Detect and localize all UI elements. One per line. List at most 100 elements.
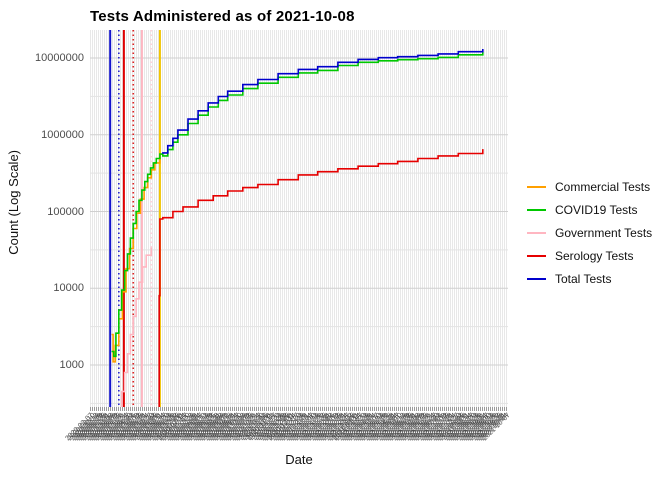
x-tick-label: 2021-05-22	[382, 412, 413, 443]
legend-label: Government Tests	[555, 225, 653, 240]
x-tick-label: 2021-07-27	[430, 412, 461, 443]
series-line-government-tests	[120, 247, 153, 407]
x-tick-label: 2020-08-10	[177, 412, 208, 443]
x-tick-label: 2021-01-10	[287, 412, 318, 443]
x-tick-label: 2020-05-30	[125, 412, 156, 443]
x-tick-label: 2020-05-27	[123, 412, 154, 443]
x-tick-label: 2021-03-20	[337, 412, 368, 443]
x-tick-label: 2021-08-02	[434, 412, 465, 443]
x-tick-label: 2020-05-03	[105, 412, 137, 443]
x-tick-label: 2020-06-29	[146, 412, 178, 443]
x-tick-label: 2021-06-18	[401, 412, 433, 443]
x-tick-label: 2021-08-26	[451, 412, 482, 443]
x-tick-label: 2020-10-15	[224, 412, 255, 443]
x-tick-label: 2020-06-11	[134, 412, 165, 442]
x-tick-label: 2021-08-17	[445, 412, 476, 443]
y-tick-label: 10000000	[35, 52, 84, 64]
x-tick-label: 2021-03-11	[330, 412, 361, 442]
x-tick-label: 2021-04-13	[354, 412, 385, 443]
x-tick-label: 2021-01-13	[289, 412, 320, 443]
x-tick-label: 2021-05-13	[376, 412, 407, 443]
legend-line-swatch	[527, 231, 546, 234]
x-tick-label: 2021-03-05	[326, 412, 357, 443]
x-tick-label: 2021-06-30	[410, 412, 441, 443]
x-tick-label: 2021-03-26	[341, 412, 372, 443]
legend-label: Total Tests	[555, 271, 612, 286]
x-tick-label: 2021-04-07	[350, 412, 381, 443]
x-tick-label: 2020-11-20	[250, 412, 281, 442]
x-tick-label: 2020-05-06	[107, 412, 139, 443]
x-tick-label: 2020-06-02	[127, 412, 158, 443]
x-tick-label: 2021-02-12	[311, 412, 342, 443]
x-tick-label: 2020-10-06	[218, 412, 249, 443]
x-tick-label: 2021-05-25	[384, 412, 415, 443]
x-tick-label: 2020-03-28	[79, 412, 111, 443]
x-tick-label: 2020-03-10	[66, 412, 98, 443]
x-tick-label: 2021-07-30	[432, 412, 463, 443]
x-tick-label: 2021-01-28	[300, 412, 331, 443]
x-tick-label: 2020-11-17	[248, 412, 279, 442]
x-tick-label: 2021-03-23	[339, 412, 370, 443]
legend-item-commercial-tests: Commercial Tests	[527, 175, 652, 198]
x-tick-label: 2021-08-14	[443, 412, 474, 443]
x-axis-title: Date	[285, 452, 313, 467]
x-tick-label: 2021-01-07	[285, 412, 316, 443]
x-tick-label: 2020-05-24	[120, 412, 152, 443]
x-tick-label: 2020-07-17	[159, 412, 191, 443]
legend-line-swatch	[527, 277, 546, 280]
x-tick-label: 2020-03-25	[77, 412, 108, 443]
x-tick-label: 2021-06-15	[399, 412, 431, 443]
x-tick-label: 2021-01-16	[291, 412, 322, 443]
x-tick-label: 2021-09-22	[471, 412, 502, 443]
x-tick-label: 2021-02-24	[319, 412, 351, 443]
x-tick-label: 2021-06-21	[404, 412, 435, 443]
y-tick-label: 1000000	[41, 128, 84, 141]
x-tick-label: 2020-07-05	[151, 412, 182, 443]
x-tick-label: 2020-06-26	[144, 412, 175, 443]
x-tick-label: 2021-04-25	[363, 412, 394, 443]
series-line-serology-tests	[158, 149, 484, 407]
x-tick-label: 2021-04-10	[352, 412, 383, 443]
x-tick-label: 2021-03-08	[328, 412, 359, 443]
x-tick-label: 2020-05-18	[116, 412, 147, 443]
series-line-covid19-tests	[111, 51, 484, 358]
x-tick-label: 2020-12-02	[259, 412, 290, 443]
x-tick-label: 2020-07-20	[161, 412, 193, 443]
x-tick-label: 2021-02-06	[306, 412, 338, 443]
x-tick-label: 2020-08-13	[179, 412, 210, 443]
x-tick-label: 2020-11-05	[240, 412, 271, 442]
x-tick-label: 2020-11-11	[244, 412, 275, 442]
x-tick-label: 2021-01-31	[302, 412, 333, 443]
x-tick-label: 2020-10-18	[226, 412, 258, 443]
x-tick-label: 2020-09-12	[200, 412, 232, 443]
x-tick-label: 2021-08-20	[447, 412, 478, 443]
x-tick-label: 2020-12-26	[276, 412, 307, 443]
x-tick-label: 2021-09-19	[468, 412, 500, 443]
legend-line-swatch	[527, 185, 546, 188]
x-tick-label: 2021-08-29	[453, 412, 485, 443]
legend-item-covid19-tests: COVID19 Tests	[527, 198, 652, 221]
x-tick-label: 2021-08-23	[449, 412, 480, 443]
x-tick-label: 2021-02-09	[308, 412, 340, 443]
x-tick-label: 2021-09-28	[475, 412, 506, 443]
x-tick-label: 2021-03-29	[343, 412, 374, 443]
x-tick-label: 2020-05-15	[114, 412, 145, 443]
x-tick-label: 2021-06-09	[395, 412, 426, 443]
x-tick-label: 2021-01-25	[298, 412, 329, 443]
x-tick-label: 2021-07-18	[423, 412, 454, 443]
chart-title: Tests Administered as of 2021-10-08	[90, 8, 355, 25]
x-tick-label: 2020-07-08	[153, 412, 184, 443]
x-tick-label: 2020-05-12	[112, 412, 143, 443]
x-tick-label: 2021-07-03	[412, 412, 444, 443]
x-tick-label: 2021-05-01	[367, 412, 398, 443]
x-tick-label: 2020-03-07	[64, 412, 95, 443]
x-tick-label: 2021-10-04	[479, 412, 511, 443]
x-tick-label: 2020-09-24	[209, 412, 240, 443]
x-tick-label: 2021-09-01	[456, 412, 487, 443]
x-tick-label: 2020-07-23	[164, 412, 195, 443]
x-tick-label: 2020-07-02	[148, 412, 180, 443]
x-tick-label: 2020-08-19	[183, 412, 214, 443]
x-tick-label: 2020-06-17	[138, 412, 169, 443]
x-tick-label: 2021-05-04	[369, 412, 400, 443]
x-tick-label: 2020-06-14	[136, 412, 167, 443]
